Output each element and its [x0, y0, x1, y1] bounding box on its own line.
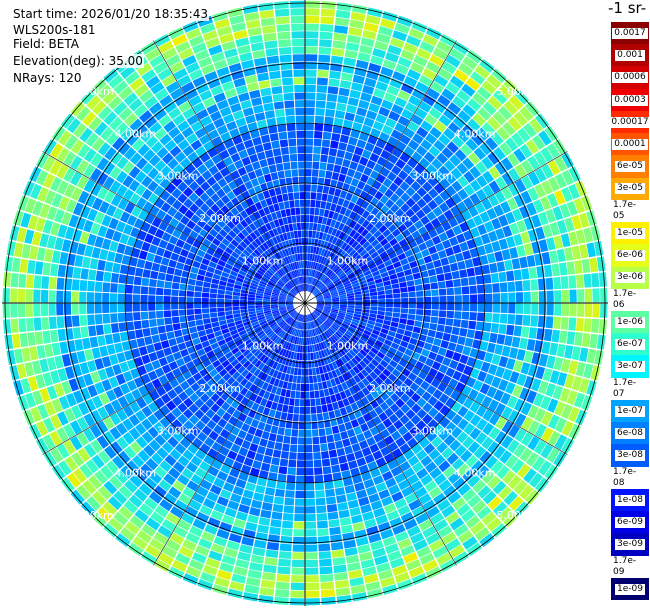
colorbar-tick-label: 0.0003	[612, 94, 648, 106]
colorbar-tick-label: 1e-05	[615, 227, 645, 239]
ppi-plot: 1.00km 2.00km 3.00km 4.00km 5.00km 1.00km 2.00…	[2, 0, 608, 606]
colorbar-tick-label: 0.0006	[612, 72, 648, 84]
range-label: 1.00km	[327, 255, 369, 268]
radar-rays	[2, 0, 608, 606]
start-time-label: Start time: 2026/01/20 18:35:43	[12, 7, 209, 21]
colorbar-tick-label: 3e-09	[615, 539, 645, 551]
range-label: 2.00km	[199, 212, 241, 225]
range-label: 4.00km	[454, 127, 496, 140]
colorbar-cell: 1e-06	[611, 311, 649, 334]
range-label: 4.00km	[115, 127, 157, 140]
colorbar-cell: 1e-08	[611, 488, 649, 512]
colorbar-cell: 6e-06	[611, 244, 649, 268]
colorbar-tick-label: 0.001	[615, 50, 645, 62]
colorbar-cell: 1.7e-05	[611, 199, 649, 223]
nrays-label: NRays: 120	[12, 71, 83, 85]
range-label: 4.00km	[115, 467, 157, 480]
colorbar-tick-label: 1.7e-05	[611, 200, 649, 223]
range-label: 5.00km	[72, 509, 114, 522]
colorbar-tick-label: 1.7e-09	[611, 555, 649, 578]
range-label: 2.00km	[369, 212, 411, 225]
azimuth-line	[304, 151, 568, 304]
colorbar-cell: 1.7e-08	[611, 466, 649, 490]
range-label: 2.00km	[199, 382, 241, 395]
colorbar-tick-label: 1.7e-06	[611, 289, 649, 312]
azimuth-line	[304, 302, 568, 455]
colorbar-tick-label: 1e-09	[615, 583, 645, 595]
colorbar-tick-label: 3e-08	[615, 450, 645, 462]
colorbar-tick-label: 1.7e-07	[611, 378, 649, 401]
colorbar-tick-label: 6e-06	[615, 250, 645, 262]
colorbar-tick-label: 0.00017	[609, 116, 650, 128]
colorbar-cell: 3e-06	[611, 266, 649, 290]
colorbar-tick-label: 1e-08	[615, 494, 645, 506]
colorbar-tick-label: 0.0001	[612, 139, 648, 150]
azimuth-line	[42, 151, 306, 304]
azimuth-line	[153, 40, 306, 304]
colorbar-cell: 3e-05	[611, 177, 649, 201]
colorbar-cell: 6e-08	[611, 422, 649, 445]
elevation-label: Elevation(deg): 35.00	[12, 54, 144, 68]
colorbar-cell: 3e-08	[611, 444, 649, 468]
colorbar-tick-label: 1e-06	[615, 316, 645, 328]
range-labels: 1.00km 2.00km 3.00km 4.00km 5.00km 1.00km 2.00…	[72, 85, 538, 522]
colorbar-tick-label: 6e-07	[615, 339, 645, 351]
range-label: 1.00km	[242, 255, 284, 268]
colorbar-tick-label: 3e-07	[615, 361, 645, 373]
range-label: 5.00km	[72, 85, 114, 98]
colorbar-cell: 1.7e-07	[611, 377, 649, 401]
colorbar-cell: 6e-05	[611, 155, 649, 179]
colorbar-tick-label: 3e-05	[615, 183, 645, 195]
range-label: 3.00km	[411, 170, 453, 183]
range-label: 2.00km	[369, 382, 411, 395]
range-label: 1.00km	[242, 339, 284, 352]
azimuth-line	[304, 40, 457, 304]
colorbar-cell: 6e-09	[611, 511, 649, 534]
colorbar-cell: 0.0003	[611, 88, 649, 112]
colorbar-cell: 0.00017	[609, 110, 650, 134]
colorbar-cell: 3e-09	[611, 533, 649, 557]
colorbar-tick-label: 1.7e-08	[611, 466, 649, 489]
colorbar-cell: 1e-09	[611, 577, 649, 601]
range-label: 3.00km	[157, 424, 199, 437]
colorbar-cell: 0.0001	[611, 133, 649, 156]
colorbar-tick-label: 6e-05	[615, 161, 645, 173]
colorbar-cell: 6e-07	[611, 333, 649, 356]
colorbar-cell: 1e-05	[611, 222, 649, 245]
range-label: 3.00km	[411, 424, 453, 437]
azimuth-line	[153, 302, 306, 566]
colorbar-cell: 1e-07	[611, 399, 649, 423]
colorbar-tick-label: 1e-07	[615, 405, 645, 417]
azimuth-line	[42, 302, 306, 455]
colorbar-cell: 0.001	[611, 44, 649, 67]
range-label: 1.00km	[327, 339, 369, 352]
range-label: 5.00km	[496, 85, 538, 98]
range-label: 3.00km	[157, 170, 199, 183]
colorbar-tick-label: 3e-06	[615, 272, 645, 284]
colorbar-cell: 1.7e-09	[611, 555, 649, 579]
colorbar-cell: 0.0017	[611, 22, 649, 45]
colorbar-tick-label: 0.0017	[612, 27, 648, 39]
range-label: 4.00km	[454, 467, 496, 480]
azimuth-lines	[2, 0, 608, 606]
colorbar-tick-label: 6e-09	[615, 516, 645, 528]
colorbar-cell: 0.0006	[611, 66, 649, 90]
range-label: 5.00km	[496, 509, 538, 522]
instrument-label: WLS200s-181	[12, 23, 97, 37]
colorbar-title: -1 sr-	[608, 0, 647, 17]
colorbar: 0.0017 0.001 0.0006 0.0003 0.00017 0.0001 6e-0…	[609, 22, 650, 601]
field-label: Field: BETA	[12, 37, 80, 51]
colorbar-tick-label: 6e-08	[615, 428, 645, 439]
colorbar-cell: 1.7e-06	[611, 288, 649, 312]
azimuth-line	[304, 302, 457, 566]
colorbar-cell: 3e-07	[611, 355, 649, 379]
